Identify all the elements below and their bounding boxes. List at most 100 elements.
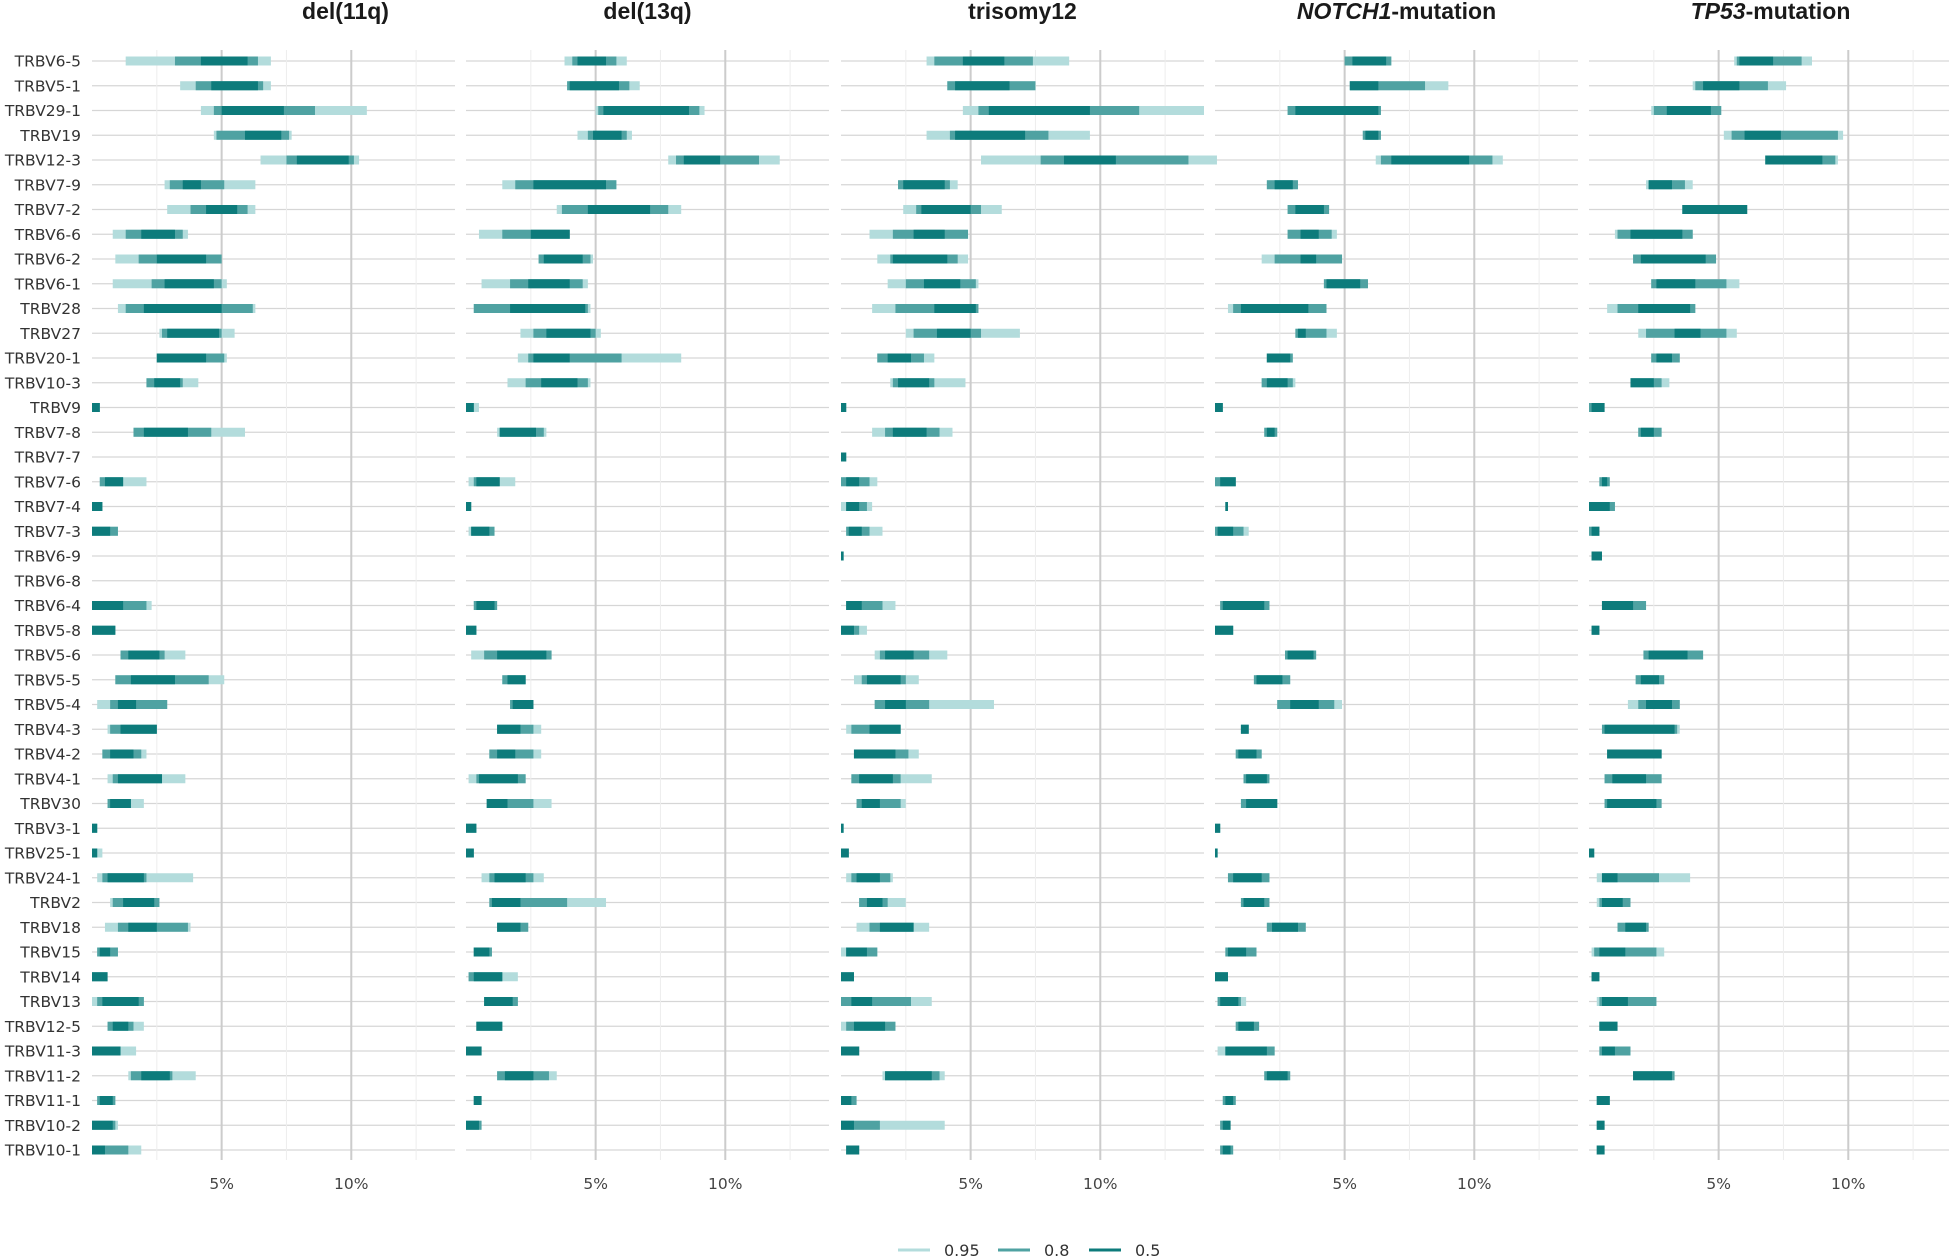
x-tick-label: 5% [583, 1175, 608, 1193]
x-tick-label: 5% [1332, 1175, 1357, 1193]
row-label: TRBV11-3 [4, 1043, 81, 1061]
row-label: TRBV6-5 [14, 53, 81, 71]
interval-50-bar [853, 749, 896, 759]
interval-50-bar [130, 675, 175, 685]
interval-50-bar [112, 1021, 129, 1031]
interval-50-bar [856, 873, 880, 883]
row-label: TRBV7-7 [14, 449, 81, 467]
interval-50-bar [1391, 155, 1470, 165]
interval-50-bar [497, 650, 547, 660]
interval-50-bar [1682, 205, 1748, 214]
interval-50-bar [1274, 180, 1293, 190]
interval-95-bar [841, 1120, 945, 1130]
interval-50-bar [1222, 1145, 1231, 1155]
row-label: TRBV13 [19, 993, 81, 1011]
interval-50-bar [859, 774, 893, 784]
interval-50-bar [466, 1120, 479, 1130]
interval-50-bar [1266, 1071, 1288, 1081]
interval-50-bar [466, 502, 472, 511]
interval-50-bar [913, 229, 945, 239]
interval-50-bar [110, 749, 134, 759]
interval-50-bar [848, 526, 862, 536]
interval-50-bar [1272, 922, 1298, 932]
interval-50-bar [988, 106, 1090, 115]
interval-50-bar [497, 922, 521, 932]
interval-50-bar [92, 526, 111, 536]
interval-50-bar [1589, 502, 1610, 511]
interval-50-bar [1640, 427, 1654, 437]
interval-50-bar [1596, 1120, 1605, 1130]
interval-50-bar [851, 997, 873, 1006]
x-tick-label: 5% [1706, 1175, 1731, 1193]
interval-50-bar [955, 81, 1010, 91]
interval-80-bar [92, 1145, 129, 1155]
interval-50-bar [841, 823, 844, 833]
row-label: TRBV29-1 [4, 102, 81, 120]
interval-50-bar [1612, 774, 1647, 784]
interval-50-bar [244, 130, 282, 140]
interval-50-bar [1215, 823, 1221, 833]
interval-50-bar [206, 205, 238, 214]
legend-label: 0.95 [944, 1241, 980, 1258]
interval-50-bar [846, 947, 867, 957]
interval-50-bar [1215, 848, 1218, 858]
row-label: TRBV4-2 [14, 746, 81, 764]
x-tick-label: 10% [1457, 1175, 1491, 1193]
row-label: TRBV7-9 [14, 176, 81, 194]
interval-50-bar [846, 1145, 860, 1155]
row-label: TRBV28 [19, 300, 81, 318]
row-label: TRBV6-6 [14, 226, 81, 244]
interval-50-bar [903, 180, 945, 190]
interval-50-bar [1217, 526, 1234, 536]
row-label: TRBV9 [29, 399, 81, 417]
interval-50-bar [476, 1021, 503, 1031]
interval-50-bar [92, 625, 116, 635]
x-tick-label: 10% [708, 1175, 742, 1193]
interval-50-bar [92, 1145, 105, 1155]
interval-50-bar [543, 254, 583, 264]
interval-50-bar [1295, 106, 1379, 115]
interval-50-bar [211, 81, 258, 91]
interval-50-bar [1287, 650, 1314, 660]
interval-50-bar [841, 848, 849, 858]
interval-50-bar [1630, 378, 1654, 388]
interval-50-bar [841, 1120, 854, 1130]
interval-50-bar [887, 353, 912, 363]
interval-50-bar [1589, 848, 1595, 858]
interval-50-bar [1703, 81, 1740, 91]
interval-50-bar [683, 155, 721, 165]
interval-50-bar [1591, 972, 1600, 982]
row-label: TRBV5-8 [14, 622, 81, 640]
interval-50-bar [92, 1046, 121, 1056]
interval-50-bar [1591, 403, 1605, 412]
row-label: TRBV5-1 [14, 77, 81, 95]
interval-50-bar [577, 56, 607, 66]
panel-titles: del(11q) del(13q) trisomy12 NOTCH1-mutation… [302, 0, 1850, 24]
interval-50-bar [841, 1096, 852, 1105]
row-label: TRBV11-1 [4, 1092, 81, 1110]
row-labels: TRBV6-5 TRBV5-1 TRBV29-1 TRBV19 TRBV12-3 TRBV… [4, 53, 81, 1160]
interval-50-bar [885, 650, 914, 660]
interval-50-bar [892, 254, 948, 264]
interval-80-bar [1601, 873, 1660, 883]
interval-80-bar [1731, 130, 1838, 140]
interval-50-bar [846, 502, 860, 511]
x-tick-label: 10% [1831, 1175, 1865, 1193]
interval-50-bar [1063, 155, 1116, 165]
interval-50-bar [1646, 700, 1672, 709]
row-label: TRBV7-6 [14, 473, 81, 491]
interval-50-bar [546, 328, 591, 338]
interval-50-bar [1633, 1071, 1672, 1081]
interval-50-bar [885, 700, 906, 709]
row-label: TRBV6-8 [14, 572, 81, 590]
interval-50-bar [141, 1071, 170, 1081]
panel-title: TP53-mutation [1691, 0, 1851, 24]
row-label: TRBV6-2 [14, 251, 81, 269]
interval-50-bar [92, 502, 103, 511]
interval-50-bar [841, 452, 847, 462]
interval-50-bar [476, 477, 500, 487]
intervals-layer [92, 56, 1844, 1155]
x-tick-label: 10% [334, 1175, 368, 1193]
row-label: TRBV6-9 [14, 548, 81, 566]
interval-50-bar [1674, 328, 1701, 338]
